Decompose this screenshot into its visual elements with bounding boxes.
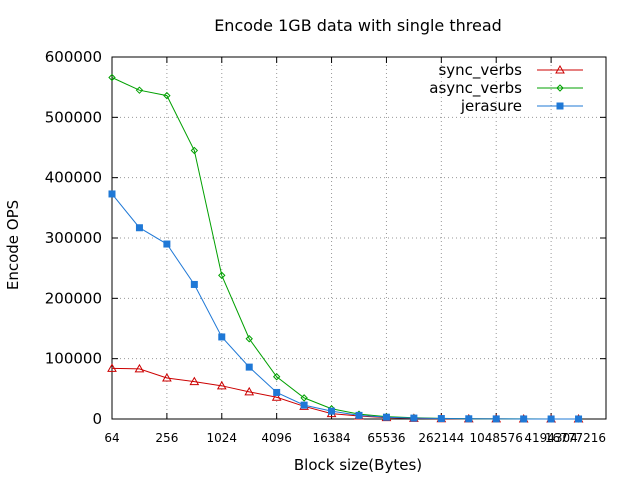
data-point-jerasure <box>108 190 116 198</box>
series-line-jerasure <box>111 193 579 420</box>
plot-frame <box>111 56 607 420</box>
x-tick-label: 4096 <box>261 431 292 445</box>
x-tick-label: 256 <box>155 431 178 445</box>
data-point-jerasure <box>190 280 198 288</box>
y-axis-label: Encode OPS <box>4 200 22 290</box>
data-point-async-verbs <box>163 91 171 100</box>
series-async-verbs <box>108 73 583 423</box>
data-point-jerasure <box>492 415 500 423</box>
data-point-sync-verbs <box>216 380 227 390</box>
series-layer <box>107 73 584 423</box>
data-point-jerasure <box>410 414 418 422</box>
y-tick-label: 400000 <box>45 169 102 187</box>
x-tick-label: 1024 <box>207 431 238 445</box>
y-tick-label: 200000 <box>45 289 102 307</box>
data-point-sync-verbs <box>271 392 282 401</box>
data-point-sync-verbs <box>134 363 145 373</box>
data-point-jerasure <box>135 224 143 232</box>
data-point-async-verbs <box>218 271 226 280</box>
axes: 0 100000 200000 300000 400000 500000 600000 64 2… <box>45 48 607 445</box>
y-tick-label: 0 <box>92 410 102 428</box>
data-point-jerasure <box>245 363 253 371</box>
x-tick-label: 16384 <box>312 431 350 445</box>
data-point-sync-verbs <box>107 363 117 372</box>
legend-item-async-verbs: async_verbs <box>429 79 583 98</box>
data-point-sync-verbs <box>162 372 172 382</box>
legend-label: jerasure <box>460 97 522 115</box>
data-point-jerasure <box>520 415 528 423</box>
legend-marker <box>556 84 564 92</box>
data-point-async-verbs <box>300 394 308 402</box>
data-point-async-verbs <box>190 146 199 155</box>
legend-marker <box>555 64 565 74</box>
x-tick-label: 64 <box>104 431 119 445</box>
y-tick-label: 100000 <box>45 350 102 368</box>
chart-title: Encode 1GB data with single thread <box>214 16 502 35</box>
x-tick-label: 4194304 <box>524 431 577 445</box>
x-axis-label: Block size(Bytes) <box>294 456 422 474</box>
x-tick-label: 16777216 <box>545 431 606 445</box>
legend-label: async_verbs <box>429 79 522 98</box>
data-point-jerasure <box>547 415 555 423</box>
data-point-async-verbs <box>135 86 144 94</box>
data-point-jerasure <box>328 407 336 415</box>
data-point-sync-verbs <box>244 386 255 396</box>
series-line-async-verbs <box>111 77 579 420</box>
series-jerasure <box>108 190 583 423</box>
legend-label: sync_verbs <box>438 61 522 80</box>
data-point-jerasure <box>218 333 226 341</box>
data-point-async-verbs <box>272 373 281 381</box>
data-point-async-verbs <box>108 73 116 82</box>
data-point-async-verbs <box>245 335 253 343</box>
x-tick-label: 1048576 <box>469 431 522 445</box>
x-tick-label: 262144 <box>418 431 464 445</box>
y-tick-label: 500000 <box>45 108 102 126</box>
data-point-jerasure <box>300 401 308 409</box>
legend-item-jerasure: jerasure <box>460 97 583 115</box>
data-point-jerasure <box>163 240 171 248</box>
y-tick-label: 600000 <box>45 48 102 66</box>
data-point-jerasure <box>575 415 583 423</box>
data-point-jerasure <box>465 415 473 423</box>
y-tick-label: 300000 <box>45 229 102 247</box>
grid-lines <box>112 57 606 419</box>
x-tick-label: 65536 <box>367 431 405 445</box>
legend-marker <box>556 102 564 110</box>
data-point-jerasure <box>437 415 445 423</box>
legend-item-sync-verbs: sync_verbs <box>438 61 583 80</box>
data-point-jerasure <box>273 388 281 396</box>
data-point-jerasure <box>355 411 363 419</box>
data-point-sync-verbs <box>189 376 200 386</box>
data-point-jerasure <box>382 413 390 421</box>
